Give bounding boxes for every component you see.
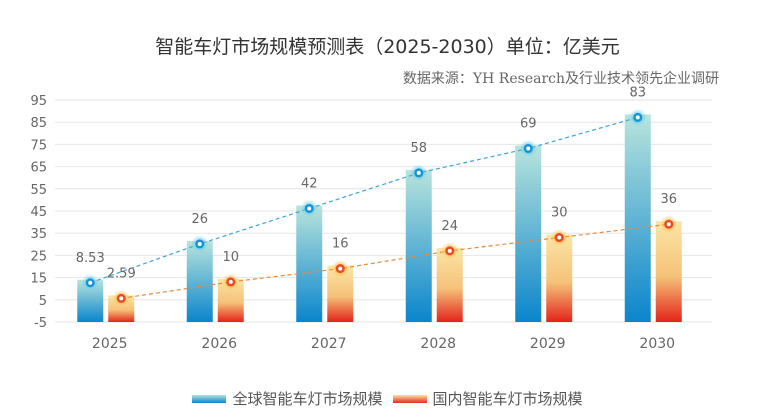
marker-center: [526, 146, 531, 151]
marker-center: [119, 296, 124, 301]
data-label: 83: [629, 85, 646, 100]
y-tick-label: 5: [39, 294, 47, 309]
data-label: 69: [520, 117, 537, 132]
legend: 全球智能车灯市场规模 国内智能车灯市场规模: [0, 388, 775, 409]
bar-global[interactable]: [624, 114, 651, 323]
data-label: 30: [551, 206, 568, 221]
legend-item-global[interactable]: 全球智能车灯市场规模: [192, 388, 383, 409]
x-tick-label: 2029: [530, 336, 566, 352]
data-label: 58: [410, 141, 427, 156]
bar-domestic[interactable]: [655, 221, 682, 322]
y-tick-label: 95: [30, 94, 47, 109]
marker-center: [447, 248, 452, 253]
y-tick-label: 75: [30, 138, 47, 153]
marker-center: [197, 241, 202, 246]
y-tick-label: 15: [30, 272, 47, 287]
x-tick-label: 2030: [639, 336, 675, 352]
legend-swatch-global: [192, 394, 227, 403]
data-label: 8.53: [76, 251, 105, 266]
x-tick-label: 2028: [420, 336, 456, 352]
y-tick-label: 85: [30, 116, 47, 131]
chart-title: 智能车灯市场规模预测表（2025-2030）单位：亿美元: [155, 36, 620, 58]
marker-center: [557, 235, 562, 240]
data-label: 24: [441, 219, 458, 234]
bar-global[interactable]: [186, 240, 213, 322]
bar-global[interactable]: [296, 205, 323, 322]
y-tick-label: 35: [30, 227, 47, 242]
data-label: 16: [332, 237, 349, 252]
data-label: 2.59: [107, 266, 136, 281]
marker-center: [635, 115, 640, 120]
y-tick-label: 25: [30, 249, 47, 264]
legend-item-domestic[interactable]: 国内智能车灯市场规模: [392, 388, 583, 409]
marker-center: [228, 279, 233, 284]
bar-global[interactable]: [515, 145, 542, 322]
legend-label-global: 全球智能车灯市场规模: [232, 390, 383, 408]
bar-domestic[interactable]: [436, 247, 463, 322]
x-tick-label: 2026: [201, 336, 237, 352]
bar-global[interactable]: [405, 169, 432, 322]
trend-line-domestic: [121, 223, 669, 299]
data-label: 42: [301, 176, 318, 191]
chart-source: 数据来源：YH Research及行业技术领先企业调研: [402, 71, 719, 87]
legend-label-domestic: 国内智能车灯市场规模: [432, 390, 583, 408]
data-label: 10: [222, 250, 239, 265]
y-tick-label: -5: [34, 316, 47, 331]
marker-center: [666, 222, 671, 227]
marker-center: [88, 280, 93, 285]
trend-line-global: [90, 116, 638, 284]
data-label: 26: [191, 212, 208, 227]
y-tick-label: 65: [30, 161, 47, 176]
x-tick-label: 2025: [92, 336, 128, 352]
data-label: 36: [660, 192, 677, 207]
x-tick-label: 2027: [311, 336, 347, 352]
y-tick-label: 45: [30, 205, 47, 220]
legend-swatch-domestic: [392, 394, 427, 403]
y-tick-label: 55: [30, 183, 47, 198]
bar-domestic[interactable]: [546, 234, 573, 322]
marker-center: [416, 170, 421, 175]
marker-center: [338, 266, 343, 271]
marker-center: [307, 206, 312, 211]
